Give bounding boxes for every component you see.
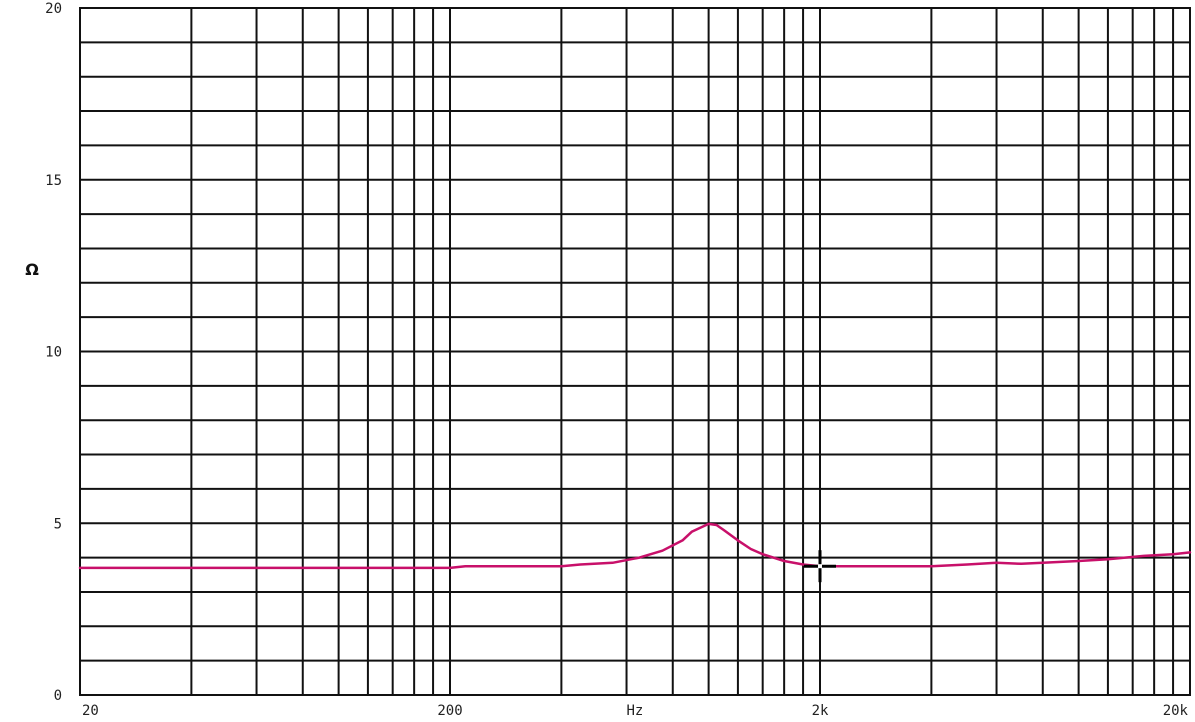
y-tick-label: 0 <box>54 688 62 704</box>
y-tick-label: 10 <box>45 345 62 361</box>
impedance-curve-0 <box>78 522 1192 570</box>
tick-labels: 0 5 10 15 20 20 200 2k 20k Hz <box>45 1 1188 719</box>
cursor-center <box>818 564 822 569</box>
y-tick-label: 5 <box>54 516 62 532</box>
x-tick-label: 20k <box>1163 703 1189 719</box>
series-layer <box>78 522 1192 570</box>
y-tick-label: 15 <box>45 173 62 189</box>
crosshair-cursor[interactable] <box>804 550 836 583</box>
x-tick-label: 2k <box>812 703 829 719</box>
y-axis-unit-label: Ω <box>25 260 39 279</box>
x-tick-label: 20 <box>82 703 99 719</box>
y-tick-label: 20 <box>45 1 62 17</box>
x-axis-unit-label: Hz <box>626 703 643 719</box>
plot-frame <box>79 7 1191 696</box>
x-tick-label: 200 <box>437 703 462 719</box>
